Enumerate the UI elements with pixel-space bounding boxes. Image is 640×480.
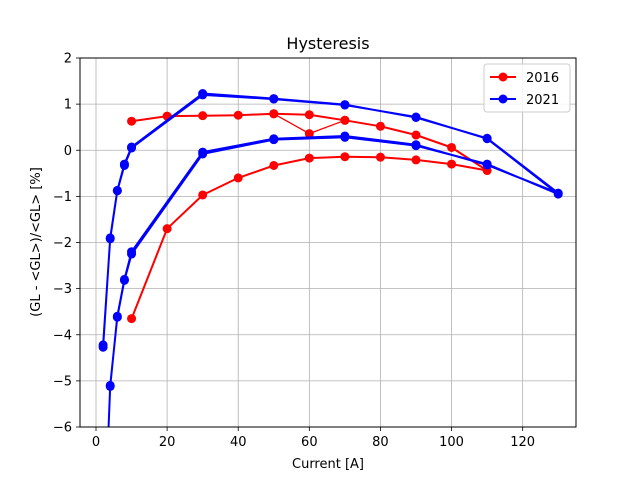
data-point-2021-29 [411,113,421,123]
data-point-2016-8 [411,155,421,165]
data-point-2016-5 [304,153,314,163]
data-point-2021-25 [127,142,137,152]
legend-marker-2021 [498,94,508,104]
x-tick-label-1: 20 [159,435,176,450]
x-tick-label-4: 80 [372,435,389,450]
data-point-2016-9 [447,159,457,169]
data-point-2021-24 [119,159,129,169]
legend-label-2021: 2021 [526,93,559,108]
data-point-2021-28 [340,100,350,110]
data-point-2021-27 [269,94,279,104]
data-point-2016-3 [233,173,243,183]
data-point-2021-37 [127,247,137,257]
data-point-2016-6 [340,152,350,162]
data-point-2021-35 [269,134,279,144]
y-tick-label-7: 1 [64,98,72,113]
data-point-2021-23 [112,185,122,195]
x-tick-label-6: 120 [510,435,535,450]
y-axis-label: (GL - <GL>)/<GL> [%] [29,167,44,317]
x-tick-label-3: 60 [301,435,318,450]
data-point-2016-18 [198,111,208,121]
x-tick-label-5: 100 [439,435,464,450]
x-tick-label-0: 0 [92,435,100,450]
legend: 2016 2021 [483,63,571,113]
data-point-2021-34 [340,131,350,141]
series-2016 [127,109,492,324]
data-point-2016-13 [375,121,385,131]
data-point-2016-14 [340,115,350,125]
y-tick-label-0: −6 [53,421,72,436]
x-tick-label-2: 40 [230,435,247,450]
legend-marker-2016 [498,72,508,82]
data-point-2021-33 [411,140,421,150]
data-point-2016-4 [269,160,279,170]
y-tick-label-1: −5 [53,374,72,389]
data-point-2021-21 [98,342,108,352]
data-point-2021-39 [112,311,122,321]
data-point-2016-2 [198,190,208,200]
data-point-2016-1 [162,224,172,234]
data-point-2021-22 [105,233,115,243]
data-point-2016-16 [269,109,279,119]
data-point-2016-15 [304,110,314,120]
chart-title: Hysteresis [286,34,369,53]
y-tick-label-2: −4 [53,328,72,343]
y-tick-label-5: −1 [53,190,72,205]
data-point-2021-26 [198,89,208,99]
branch-point-2016-1 [304,129,314,139]
data-point-2016-0 [127,314,137,324]
axes-frame [79,57,577,428]
data-point-2016-12 [411,130,421,140]
data-point-2021-36 [198,147,208,157]
data-point-2021-38 [119,274,129,284]
data-point-2021-30 [482,133,492,143]
y-tick-label-8: 2 [64,52,72,67]
y-tick-label-3: −3 [53,282,72,297]
data-point-2016-17 [233,110,243,120]
data-point-2021-31 [553,188,563,198]
series-2021 [98,89,563,427]
legend-label-2016: 2016 [526,71,559,86]
data-point-2021-40 [105,381,115,391]
y-tick-label-6: 0 [64,144,72,159]
data-point-2016-7 [375,152,385,162]
axis-ticks: 0 20 40 60 80 100 120 −6 −5 −4 −3 −2 −1 0 1 2 [53,52,535,451]
data-point-2016-20 [127,116,137,126]
data-point-2016-11 [447,142,457,152]
x-axis-label: Current [A] [292,457,364,472]
plot-data [98,89,563,427]
y-tick-label-4: −2 [53,236,72,251]
data-point-2021-32 [482,160,492,170]
